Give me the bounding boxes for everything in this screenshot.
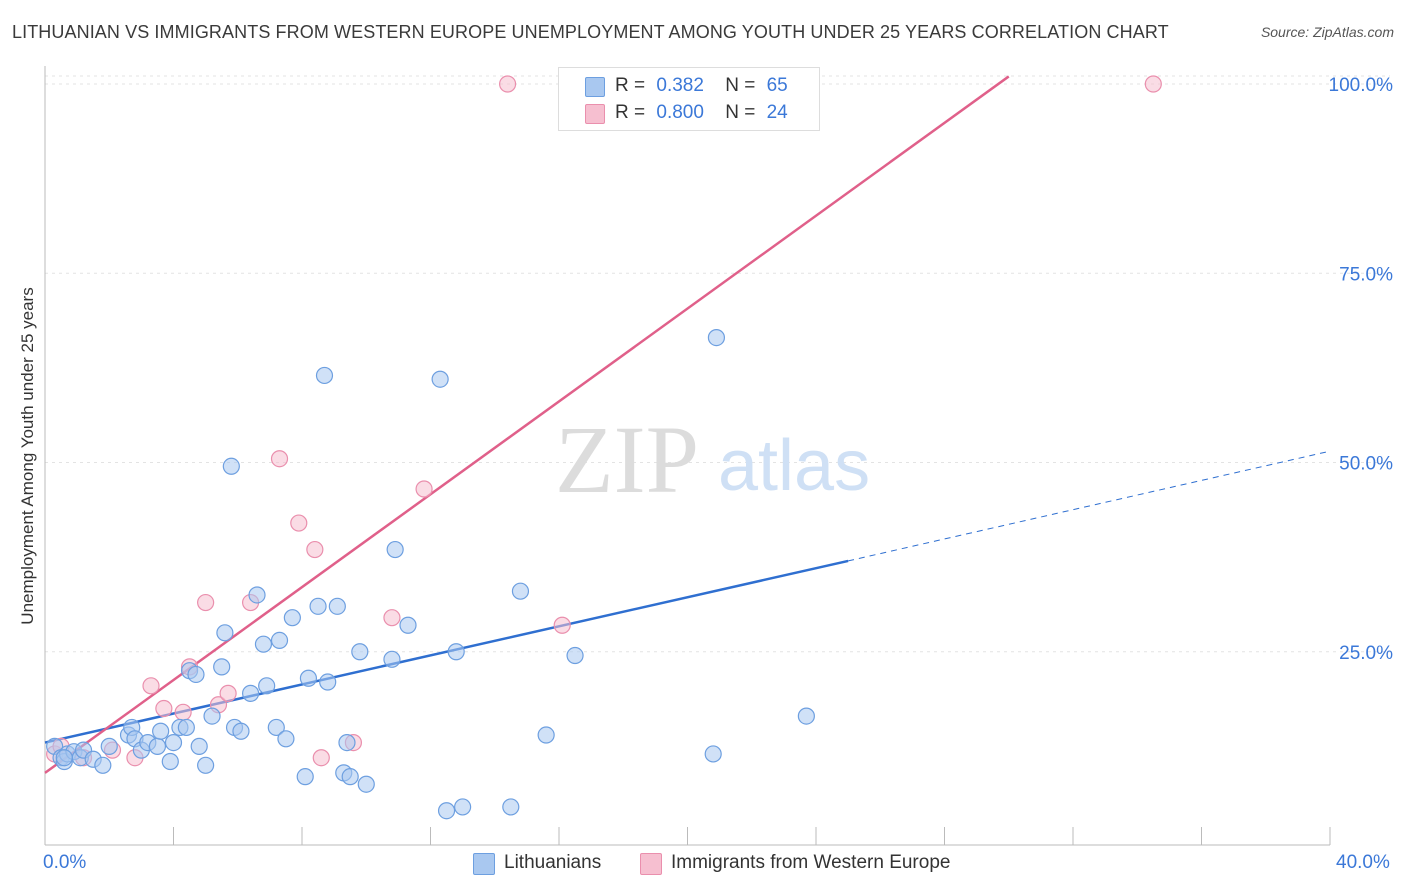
point-lithuanians	[152, 722, 170, 740]
point-immigrants	[553, 616, 571, 634]
point-lithuanians	[283, 609, 301, 627]
point-immigrants	[155, 699, 173, 718]
point-lithuanians	[386, 540, 404, 559]
point-lithuanians	[100, 737, 118, 755]
point-immigrants	[383, 609, 401, 627]
trendline-lithuanians-extension	[848, 450, 1331, 562]
y-tick-labels: 25.0% 50.0% 75.0% 100.0%	[1329, 75, 1394, 664]
bottom-legend-label: Immigrants from Western Europe	[671, 852, 951, 873]
point-lithuanians	[797, 707, 815, 725]
point-lithuanians	[267, 718, 285, 737]
point-lithuanians	[447, 643, 465, 661]
point-lithuanians	[704, 745, 722, 763]
y-tick-label: 25.0%	[1339, 643, 1393, 664]
point-lithuanians	[502, 798, 520, 816]
point-lithuanians	[190, 737, 208, 755]
point-lithuanians	[164, 733, 183, 752]
point-immigrants	[270, 450, 289, 468]
point-lithuanians	[299, 669, 318, 687]
point-lithuanians	[242, 684, 260, 702]
y-axis-label: Unemployment Among Youth under 25 years	[18, 287, 37, 625]
legend-n-label: N =	[725, 102, 756, 123]
point-lithuanians	[309, 597, 327, 615]
point-lithuanians	[270, 631, 289, 649]
point-immigrants	[312, 749, 330, 767]
watermark-atlas: atlas	[718, 426, 870, 506]
watermark: ZIP atlas	[555, 406, 870, 513]
point-lithuanians	[213, 658, 231, 676]
point-lithuanians	[203, 707, 221, 725]
bottom-legend-label: Lithuanians	[504, 852, 602, 873]
legend-n-value-lithuanians: 65	[766, 75, 788, 96]
legend-r-label: R =	[615, 75, 646, 96]
grid-layer	[45, 75, 1390, 653]
y-tick-label: 100.0%	[1329, 75, 1394, 96]
point-lithuanians	[315, 366, 334, 385]
legend-r-label: R =	[615, 102, 646, 123]
point-lithuanians	[319, 673, 337, 691]
point-immigrants	[1144, 75, 1162, 93]
legend-r-value-immigrants: 0.800	[656, 102, 704, 123]
point-lithuanians	[254, 635, 273, 653]
point-lithuanians	[537, 726, 555, 744]
point-lithuanians	[277, 730, 295, 748]
points-layer	[46, 75, 1162, 820]
correlation-legend: R = 0.382 N = 65 R = 0.800 N = 24	[558, 67, 820, 131]
point-lithuanians	[248, 586, 266, 604]
point-immigrants	[197, 593, 215, 612]
legend-swatch-blue	[473, 853, 495, 875]
point-immigrants	[499, 75, 517, 93]
point-lithuanians	[187, 665, 205, 684]
point-immigrants	[142, 677, 160, 695]
point-lithuanians	[566, 646, 584, 665]
point-lithuanians	[258, 677, 276, 695]
point-lithuanians	[216, 624, 234, 642]
point-lithuanians	[454, 798, 472, 816]
source-credit: Source: ZipAtlas.com	[1260, 24, 1394, 40]
watermark-zip: ZIP	[555, 406, 699, 513]
chart-title: LITHUANIAN VS IMMIGRANTS FROM WESTERN EU…	[12, 22, 1169, 42]
point-immigrants	[290, 514, 308, 532]
legend-n-label: N =	[725, 75, 756, 96]
point-lithuanians	[707, 328, 726, 347]
axis-layer	[44, 66, 1331, 846]
legend-r-value-lithuanians: 0.382	[656, 75, 704, 96]
point-lithuanians	[177, 718, 195, 737]
point-lithuanians	[341, 768, 359, 786]
point-immigrants	[306, 540, 324, 559]
point-lithuanians	[338, 733, 356, 752]
point-lithuanians	[328, 597, 346, 615]
point-lithuanians	[161, 752, 179, 771]
point-lithuanians	[399, 616, 417, 634]
point-lithuanians	[55, 749, 73, 767]
point-lithuanians	[197, 756, 215, 774]
legend-swatch-pink	[640, 853, 662, 875]
point-lithuanians	[351, 643, 369, 661]
point-lithuanians	[148, 737, 167, 755]
point-lithuanians	[511, 582, 530, 600]
point-lithuanians	[357, 775, 375, 793]
y-tick-label: 50.0%	[1339, 454, 1393, 475]
point-lithuanians	[296, 768, 314, 786]
y-tick-label: 75.0%	[1339, 264, 1393, 285]
point-immigrants	[415, 480, 433, 498]
point-immigrants	[174, 703, 192, 721]
trendline-immigrants	[44, 75, 1010, 774]
point-lithuanians	[437, 802, 456, 820]
legend-swatch-pink	[585, 104, 605, 124]
point-lithuanians	[222, 457, 240, 475]
point-lithuanians	[383, 650, 401, 668]
legend-swatch-blue	[585, 77, 605, 97]
x-tick-label-max: 40.0%	[1336, 852, 1390, 873]
legend-n-value-immigrants: 24	[766, 102, 788, 123]
point-immigrants	[219, 684, 237, 702]
x-tick-label-min: 0.0%	[43, 852, 87, 873]
point-lithuanians	[232, 722, 250, 740]
point-lithuanians	[94, 756, 112, 774]
point-lithuanians	[431, 370, 449, 388]
